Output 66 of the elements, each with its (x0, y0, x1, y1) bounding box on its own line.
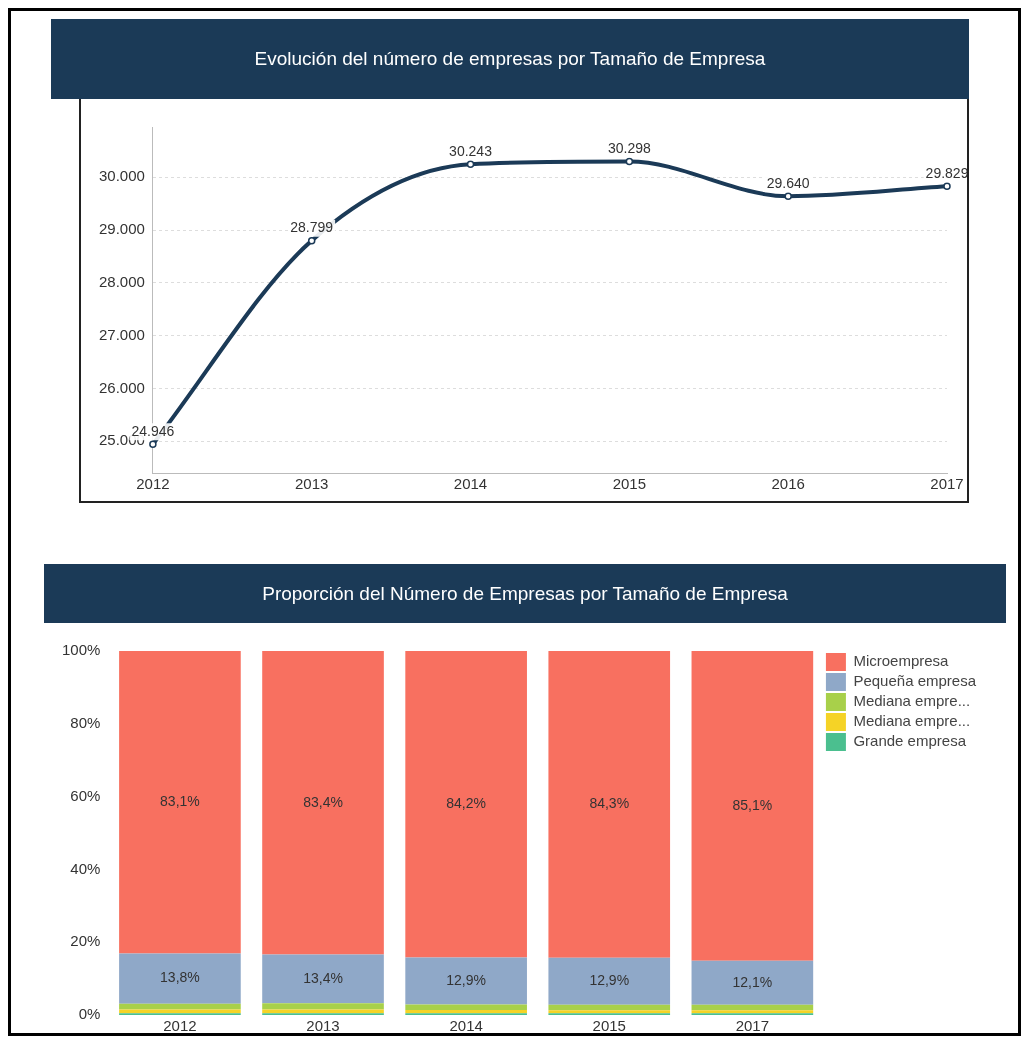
legend-label: Mediana empre... (853, 712, 971, 730)
data-label: 29.640 (766, 175, 810, 192)
point (466, 160, 475, 169)
x-tick-label: 2017 (930, 475, 964, 493)
bar (119, 1003, 241, 1010)
x-tick-label: 2012 (163, 1017, 197, 1035)
y-tick-label: 40% (70, 859, 101, 877)
data-label: 28.799 (290, 219, 334, 236)
bar (119, 651, 241, 954)
x-tick-label: 2014 (453, 475, 488, 493)
y-tick-label: 27.000 (98, 325, 145, 343)
data-label: 12,1% (732, 973, 773, 990)
point (943, 182, 951, 190)
bar (691, 960, 814, 1005)
x-tick-label: 2015 (612, 475, 647, 493)
bar (405, 957, 527, 1005)
data-label: 12,9% (446, 971, 486, 988)
y-tick-label: 100% (61, 641, 101, 659)
data-label: 84,2% (446, 795, 486, 812)
y-tick-label: 29.000 (98, 220, 145, 238)
chart-title: Proporción del Número de Empresas por Tamaño de Empresa (44, 564, 1006, 623)
data-label: 13,4% (303, 969, 343, 986)
data-label: 83,1% (160, 793, 200, 810)
data-label: 84,3% (589, 795, 630, 812)
legend-label: Microempresa (853, 652, 950, 670)
point (625, 157, 634, 166)
data-label: 83,4% (303, 793, 343, 810)
x-tick-label: 2013 (295, 475, 329, 493)
bar (548, 1004, 671, 1011)
bar (691, 1004, 814, 1011)
bar (262, 651, 384, 955)
chart-title: Evolución del número de empresas por Tamaño de Empresa (51, 19, 969, 99)
x-tick-label: 2014 (449, 1017, 483, 1035)
data-label: 12,9% (589, 972, 630, 989)
bar (548, 651, 671, 958)
bar (262, 1003, 384, 1010)
y-tick-label: 0% (78, 1005, 101, 1023)
x-tick-label: 2017 (735, 1017, 770, 1035)
bar (405, 1009, 527, 1014)
bar (405, 1004, 527, 1010)
x-tick-label: 2016 (771, 475, 805, 493)
y-tick-label: 60% (70, 786, 101, 804)
y-tick-label: 28.000 (98, 272, 145, 290)
bar (548, 957, 671, 1005)
bar (405, 651, 527, 958)
data-label: 29.829 (925, 165, 969, 182)
data-label: 85,1% (732, 796, 773, 813)
bar (691, 651, 814, 961)
legend-label: Mediana empre... (853, 692, 971, 710)
y-tick-label: 80% (70, 713, 101, 731)
bar (119, 953, 241, 1004)
legend-label: Grande empresa (853, 732, 967, 750)
y-tick-label: 20% (70, 932, 101, 950)
data-label: 30.243 (449, 143, 493, 160)
y-tick-label: 30.000 (98, 167, 145, 185)
x-tick-label: 2012 (136, 475, 170, 493)
bar (262, 954, 384, 1004)
point (149, 440, 157, 448)
x-tick-label: 2015 (592, 1017, 626, 1035)
x-tick-label: 2013 (306, 1017, 340, 1035)
point (307, 236, 316, 245)
legend-label: Pequeña empresa (853, 672, 977, 690)
data-label: 30.298 (607, 140, 651, 157)
point (784, 192, 792, 200)
data-label: 13,8% (160, 969, 200, 986)
y-tick-label: 26.000 (98, 378, 145, 396)
